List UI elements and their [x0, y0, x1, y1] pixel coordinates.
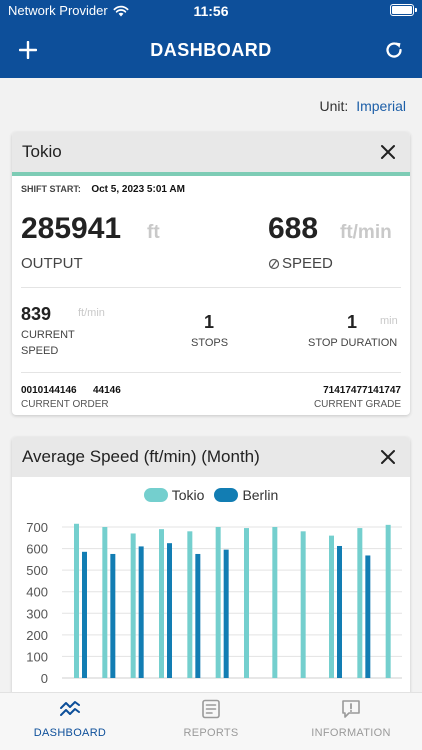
- refresh-icon: [386, 42, 402, 58]
- bar-berlin-6: [223, 549, 229, 678]
- current-speed-unit: ft/min: [78, 307, 105, 319]
- bar-berlin-3: [138, 546, 144, 678]
- chart-card: Average Speed (ft/min) (Month) Tokio Ber…: [12, 437, 410, 697]
- current-grade-value: 71417477141747: [323, 385, 401, 396]
- current-order-number: 44146: [93, 385, 121, 396]
- bar-tokio-1: [74, 523, 79, 678]
- current-speed-value: 839: [21, 304, 52, 324]
- speed-unit: ft/min: [340, 222, 392, 243]
- output-unit: ft: [147, 222, 160, 243]
- unit-value[interactable]: Imperial: [356, 98, 406, 114]
- tab-information[interactable]: INFORMATION: [281, 699, 421, 739]
- reports-icon: [202, 699, 220, 719]
- bar-berlin-2: [110, 553, 116, 678]
- bar-tokio-5: [187, 531, 193, 678]
- current-speed-label-2: SPEED: [21, 345, 59, 357]
- chart-card-title: Average Speed (ft/min) (Month): [22, 447, 260, 466]
- shift-start-value: Oct 5, 2023 5:01 AM: [91, 184, 185, 195]
- current-order-label: CURRENT ORDER: [21, 399, 109, 410]
- current-order-code: 0010144146: [21, 385, 77, 396]
- card-accent-bar: [12, 172, 410, 176]
- chart-legend: Tokio Berlin: [12, 487, 410, 503]
- bar-berlin-11: [365, 555, 371, 678]
- y-tick-label: 100: [26, 649, 48, 664]
- y-tick-label: 300: [26, 606, 48, 621]
- stops-value: 1: [204, 312, 215, 332]
- bar-tokio-9: [300, 531, 306, 678]
- plus-icon: [19, 41, 37, 59]
- wifi-icon: [113, 5, 129, 16]
- unit-selector[interactable]: Unit: Imperial: [320, 98, 406, 114]
- y-tick-label: 700: [26, 520, 48, 535]
- divider: [21, 372, 401, 373]
- stop-duration-label: STOP DURATION: [308, 337, 398, 349]
- close-icon: [381, 450, 395, 464]
- y-tick-label: 400: [26, 585, 48, 600]
- legend-item-tokio[interactable]: Tokio: [143, 487, 205, 503]
- output-label: OUTPUT: [21, 255, 83, 272]
- unit-label: Unit:: [319, 98, 349, 114]
- bar-berlin-1: [82, 551, 87, 678]
- app-header: DASHBOARD: [0, 22, 422, 78]
- bar-berlin-10: [337, 545, 342, 678]
- status-bar: Network Provider 11:56: [0, 0, 422, 22]
- legend-item-berlin[interactable]: Berlin: [214, 487, 278, 503]
- page-title: DASHBOARD: [150, 40, 272, 60]
- machine-card-header: Tokio: [12, 132, 410, 172]
- tab-information-label: INFORMATION: [311, 727, 391, 739]
- y-tick-label: 500: [26, 563, 48, 578]
- legend-label-tokio: Tokio: [171, 487, 205, 503]
- close-machine-card-button[interactable]: [374, 138, 402, 166]
- current-speed-label-1: CURRENT: [21, 329, 75, 341]
- legend-swatch-tokio: [143, 488, 168, 502]
- machine-card: Tokio SHIFT START: Oct 5, 2023 5:01 AM 2…: [12, 132, 410, 415]
- legend-swatch-berlin: [214, 488, 239, 502]
- bar-tokio-8: [272, 527, 278, 678]
- stop-duration-unit: min: [380, 315, 398, 327]
- tab-dashboard[interactable]: DASHBOARD: [0, 699, 140, 739]
- close-icon: [381, 145, 395, 159]
- bar-chart: 0 100 200 300 400 500 600 700: [26, 520, 402, 686]
- tab-reports-label: REPORTS: [183, 727, 239, 739]
- bar-tokio-6: [215, 527, 221, 678]
- dashboard-icon: [60, 701, 80, 716]
- shift-start-label: SHIFT START:: [21, 184, 81, 194]
- speed-icon: [268, 258, 280, 270]
- y-tick-label: 200: [26, 628, 48, 643]
- bar-tokio-3: [130, 533, 136, 678]
- bar-tokio-10: [329, 535, 334, 678]
- y-tick-label: 0: [41, 671, 48, 686]
- legend-label-berlin: Berlin: [242, 487, 279, 503]
- chart-card-header: Average Speed (ft/min) (Month): [12, 437, 410, 477]
- stops-label: STOPS: [191, 337, 229, 349]
- bar-tokio-7: [244, 528, 249, 678]
- bar-tokio-2: [102, 527, 108, 678]
- close-chart-card-button[interactable]: [374, 443, 402, 471]
- bar-tokio-4: [159, 529, 164, 678]
- refresh-button[interactable]: [366, 22, 422, 78]
- add-button[interactable]: [0, 22, 56, 78]
- bar-berlin-4: [167, 543, 172, 678]
- battery-icon: [390, 4, 417, 16]
- status-time: 11:56: [193, 3, 229, 19]
- y-tick-label: 600: [26, 542, 48, 557]
- bar-berlin-5: [195, 553, 201, 678]
- status-left: Network Provider: [8, 3, 129, 18]
- tab-dashboard-label: DASHBOARD: [33, 727, 107, 739]
- tab-reports[interactable]: REPORTS: [141, 699, 281, 739]
- current-grade-label: CURRENT GRADE: [313, 399, 401, 410]
- carrier-label: Network Provider: [8, 3, 108, 18]
- stop-duration-value: 1: [347, 312, 358, 332]
- speed-label: SPEED: [282, 255, 333, 272]
- speed-value: 688: [268, 212, 319, 245]
- divider: [21, 287, 401, 288]
- bar-tokio-11: [357, 528, 363, 678]
- machine-card-title: Tokio: [22, 142, 62, 161]
- information-icon: [342, 700, 360, 718]
- shift-start: SHIFT START: Oct 5, 2023 5:01 AM: [21, 184, 185, 195]
- tab-bar: DASHBOARD REPORTS INFORMATION: [0, 692, 422, 750]
- output-value: 285941: [21, 212, 122, 245]
- bar-tokio-12: [385, 524, 391, 678]
